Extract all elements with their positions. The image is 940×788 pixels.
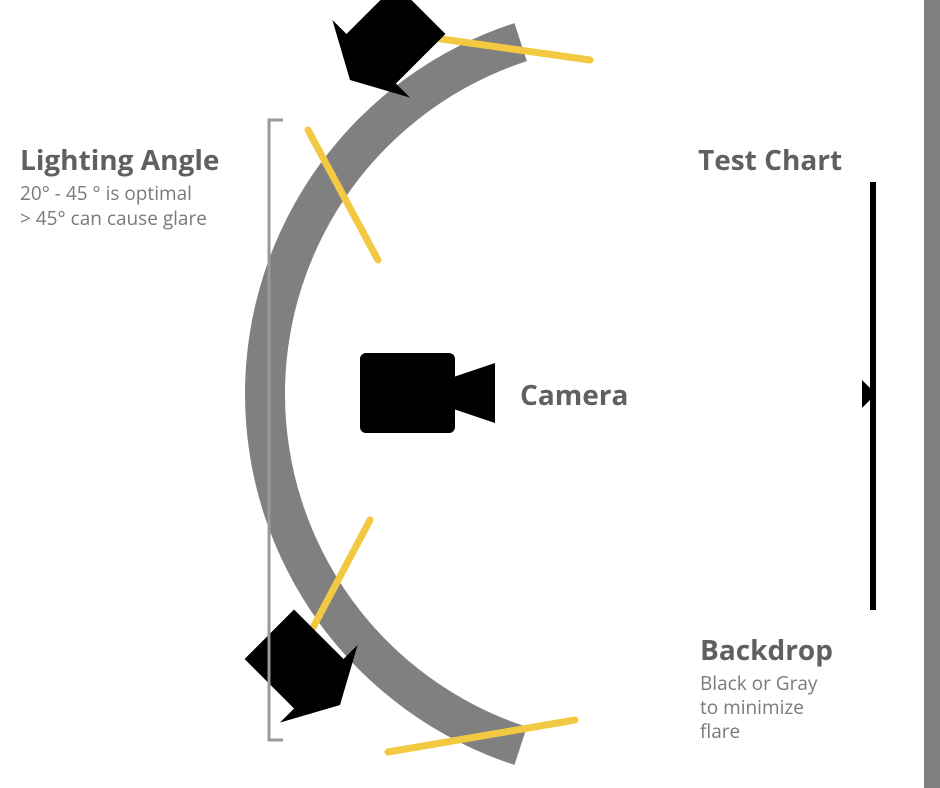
lighting-angle-body-1: > 45° can cause glare: [20, 205, 207, 231]
camera-icon: [360, 353, 495, 433]
lighting-angle-body-0: 20° - 45 ° is optimal: [20, 180, 192, 206]
test-chart-heading: Test Chart: [698, 141, 842, 179]
labels: Lighting Angle20° - 45 ° is optimal> 45°…: [20, 141, 842, 744]
test-chart-marker: [862, 182, 876, 610]
backdrop-body-0: Black or Gray: [700, 670, 818, 696]
backdrop-body-1: to minimize: [700, 694, 804, 720]
camera-label: Camera: [520, 376, 628, 414]
diagram-canvas: Lighting Angle20° - 45 ° is optimal> 45°…: [0, 0, 940, 788]
backdrop-heading: Backdrop: [700, 631, 833, 669]
backdrop-bar: [924, 0, 940, 788]
backdrop-body-2: flare: [700, 718, 740, 744]
lighting-angle-heading: Lighting Angle: [20, 141, 219, 179]
